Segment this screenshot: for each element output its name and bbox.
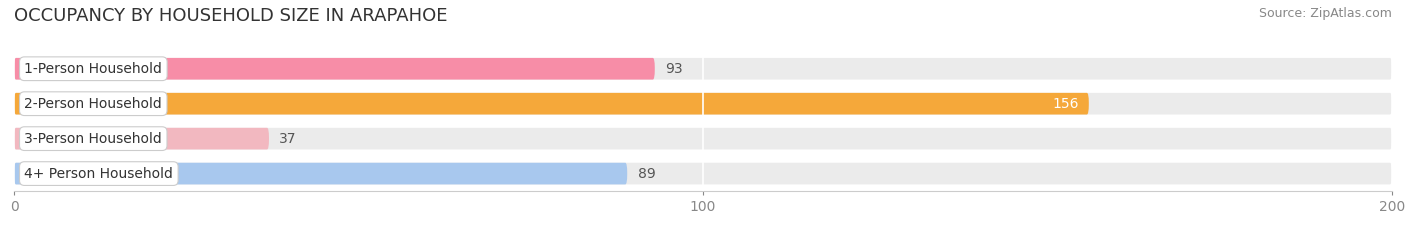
Text: 1-Person Household: 1-Person Household	[24, 62, 162, 76]
Text: 4+ Person Household: 4+ Person Household	[24, 167, 173, 181]
FancyBboxPatch shape	[14, 128, 1392, 150]
FancyBboxPatch shape	[14, 93, 1392, 115]
FancyBboxPatch shape	[14, 58, 655, 80]
FancyBboxPatch shape	[14, 163, 1392, 185]
FancyBboxPatch shape	[14, 163, 627, 185]
Text: 37: 37	[280, 132, 297, 146]
Text: 2-Person Household: 2-Person Household	[24, 97, 162, 111]
Text: OCCUPANCY BY HOUSEHOLD SIZE IN ARAPAHOE: OCCUPANCY BY HOUSEHOLD SIZE IN ARAPAHOE	[14, 7, 447, 25]
Text: 3-Person Household: 3-Person Household	[24, 132, 162, 146]
Text: Source: ZipAtlas.com: Source: ZipAtlas.com	[1258, 7, 1392, 20]
FancyBboxPatch shape	[14, 128, 269, 150]
Text: 156: 156	[1052, 97, 1078, 111]
FancyBboxPatch shape	[14, 93, 1088, 115]
FancyBboxPatch shape	[14, 58, 1392, 80]
Text: 93: 93	[665, 62, 683, 76]
Text: 89: 89	[637, 167, 655, 181]
